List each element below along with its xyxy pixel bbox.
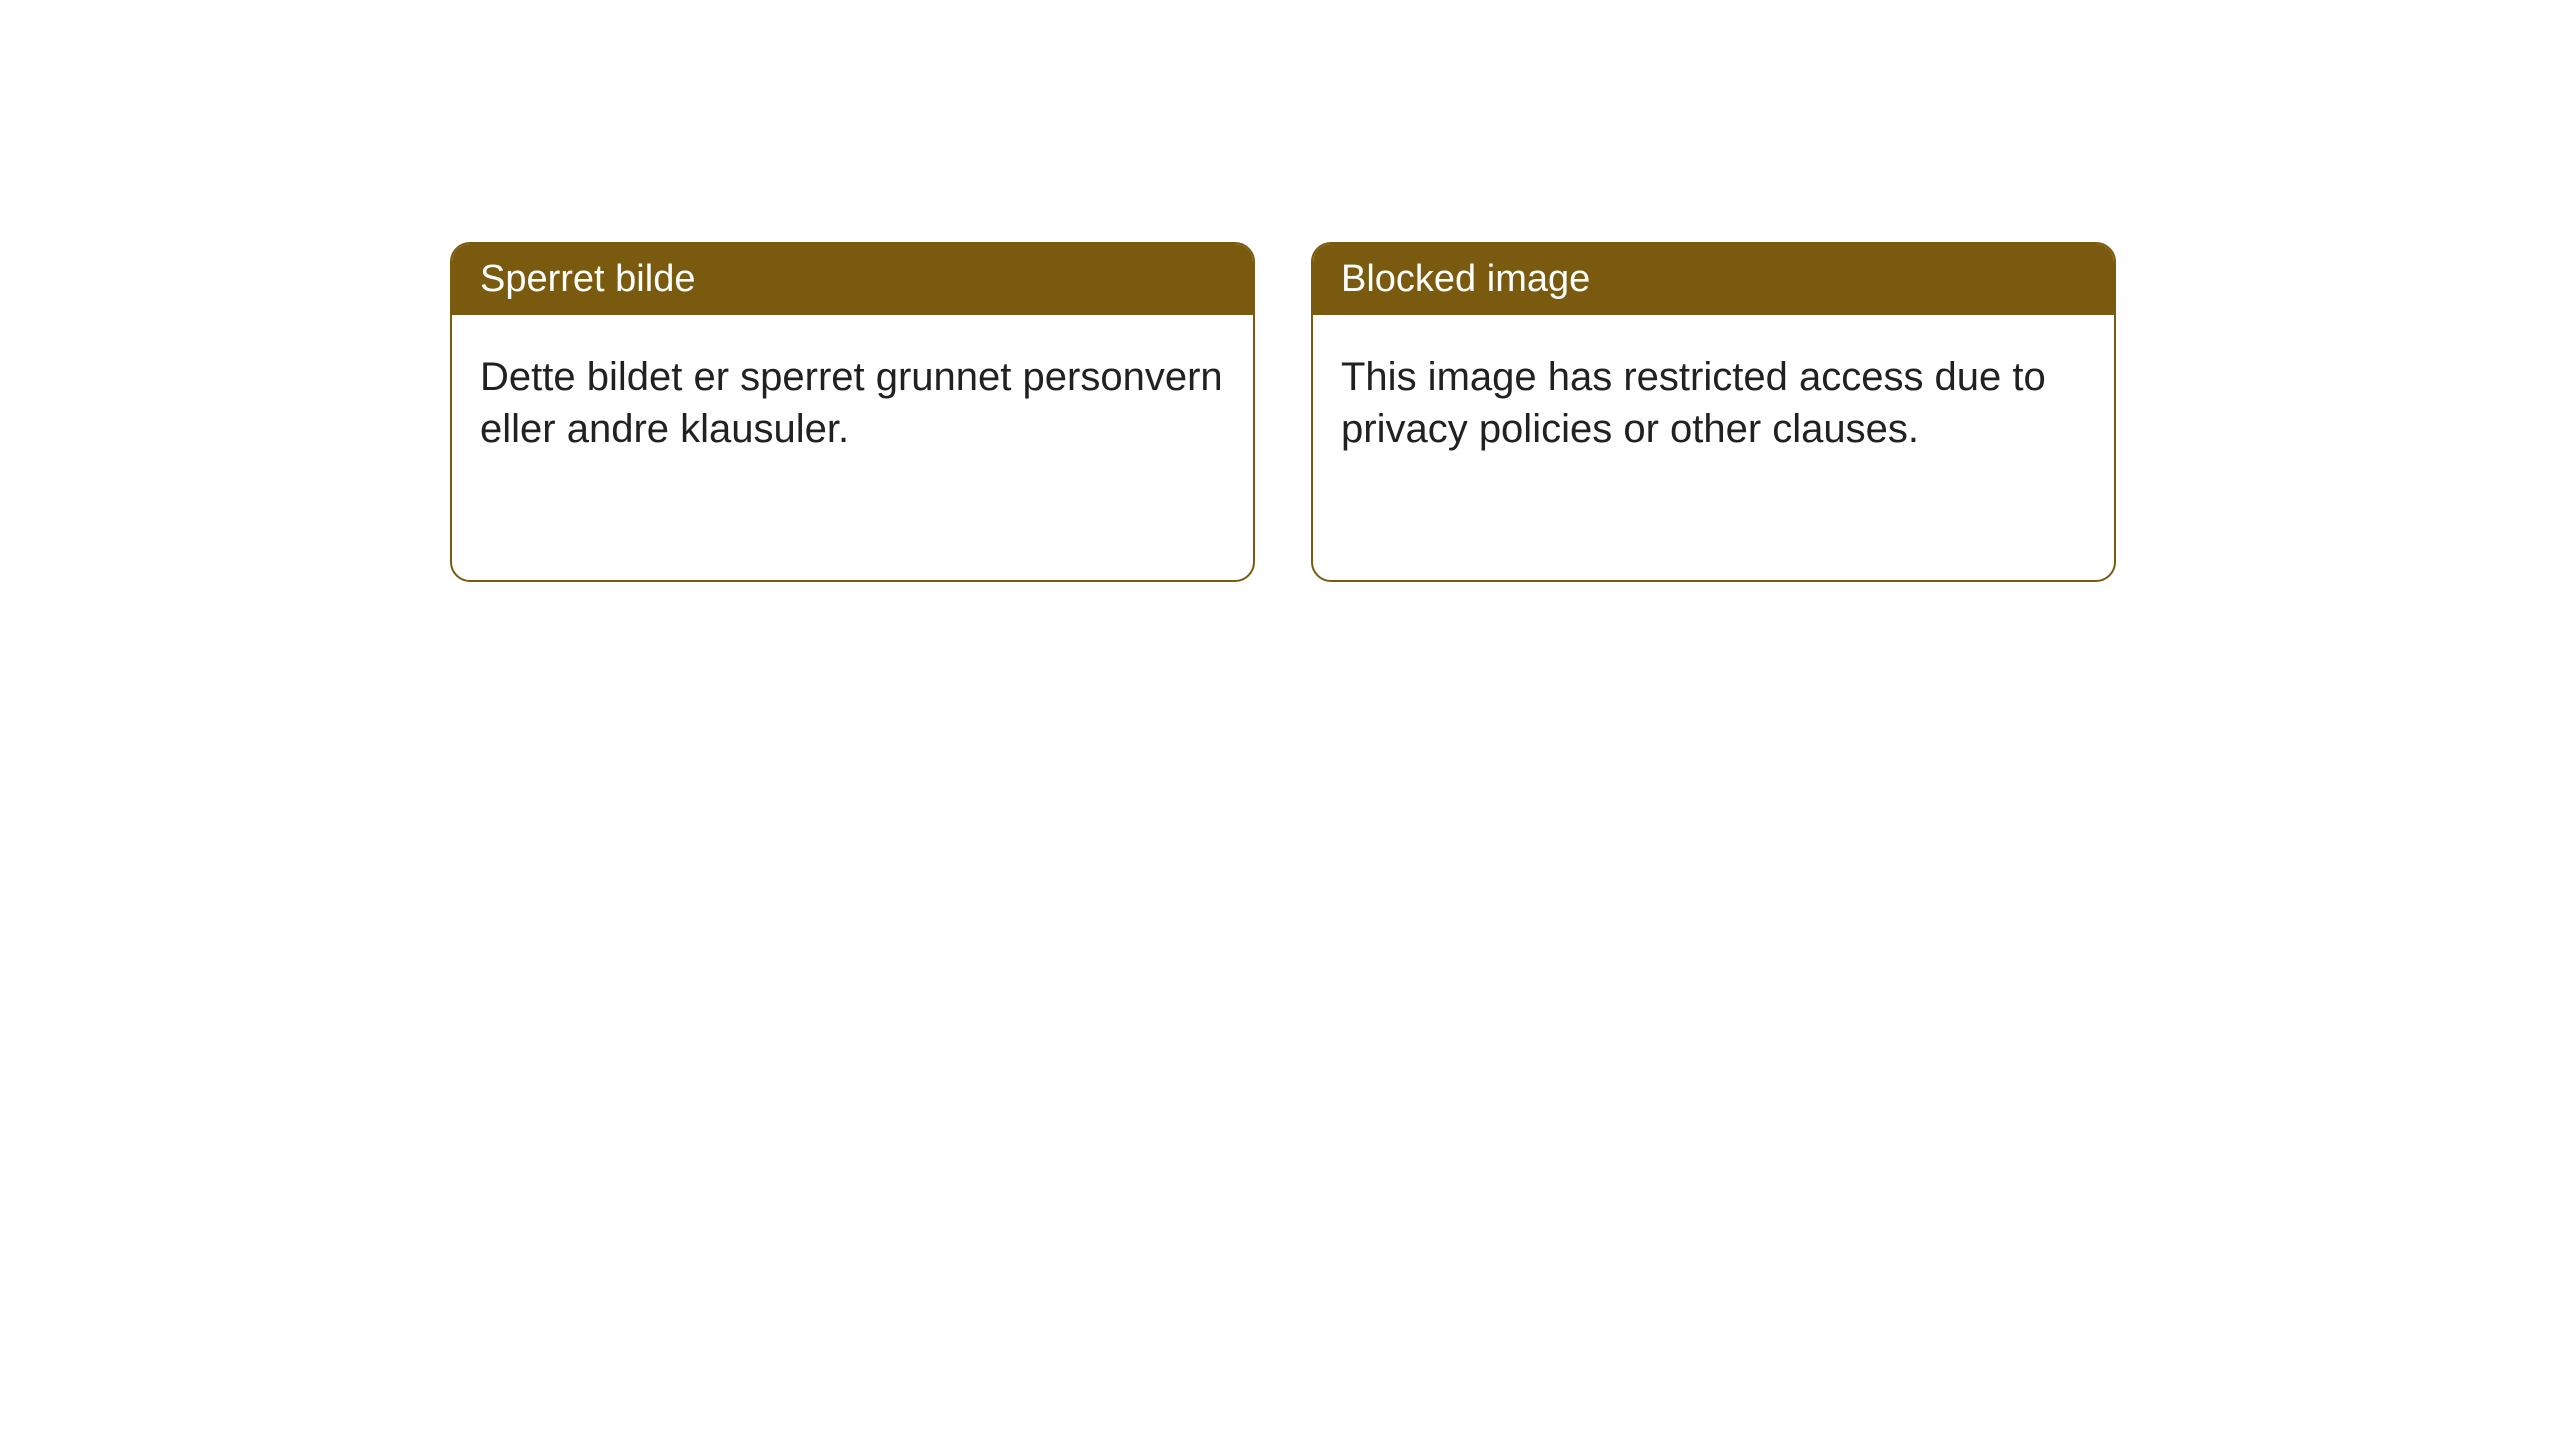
notice-body: This image has restricted access due to …	[1313, 315, 2114, 491]
notice-card-english: Blocked image This image has restricted …	[1311, 242, 2116, 582]
notice-card-norwegian: Sperret bilde Dette bildet er sperret gr…	[450, 242, 1255, 582]
notice-header: Blocked image	[1313, 244, 2114, 315]
notice-body: Dette bildet er sperret grunnet personve…	[452, 315, 1253, 491]
notice-container: Sperret bilde Dette bildet er sperret gr…	[450, 242, 2116, 582]
notice-header: Sperret bilde	[452, 244, 1253, 315]
